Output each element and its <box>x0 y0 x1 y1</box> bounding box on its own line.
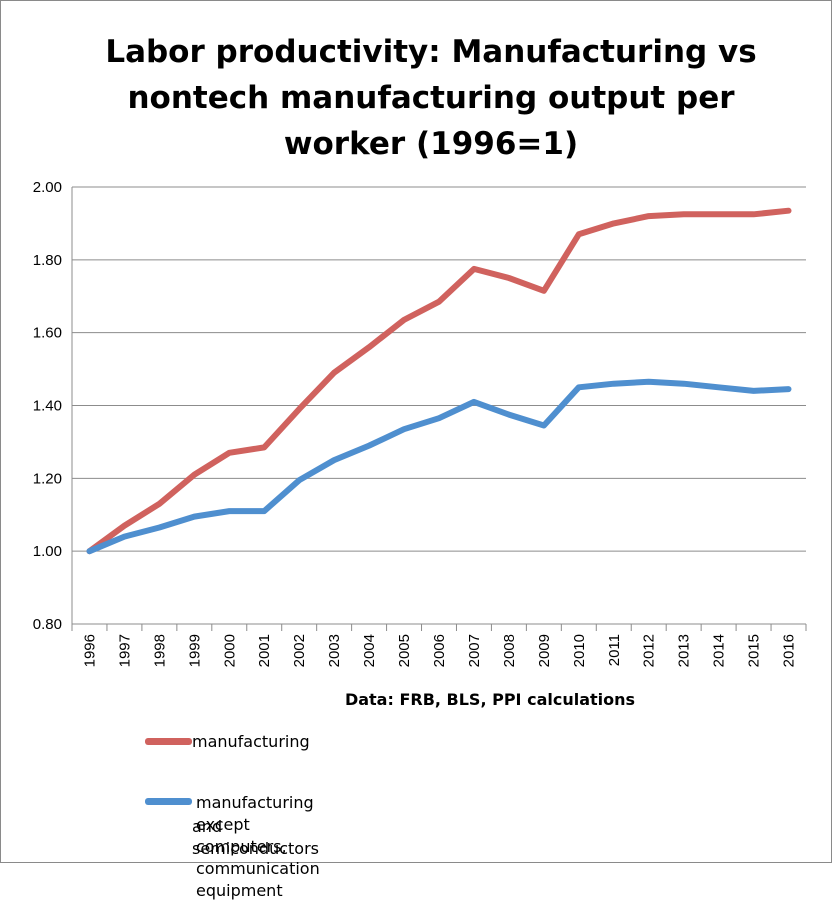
line-chart: 0.80 1.00 1.20 1.40 1.60 1.80 2.00 1996 1997 1998… <box>33 179 807 667</box>
y-tick-label: 1.20 <box>33 470 62 487</box>
series-line-manufacturing <box>86 207 792 555</box>
y-tick-label: 2.00 <box>33 179 62 196</box>
y-tick-label: 1.60 <box>33 325 62 342</box>
x-tick-label: 2007 <box>466 634 483 667</box>
chart-title-line-1: Labor productivity: Manufacturing vs <box>105 34 757 70</box>
x-tick-label: 1998 <box>151 634 168 667</box>
x-tick-label: 2015 <box>746 634 763 667</box>
x-tick-label: 2001 <box>256 634 273 667</box>
x-tick-label: 2006 <box>431 634 448 667</box>
x-tick-label: 2002 <box>291 634 308 667</box>
legend-swatch-manufacturing <box>145 738 192 745</box>
x-tick-label: 2004 <box>361 634 378 667</box>
x-tick-label: 1997 <box>116 634 133 667</box>
series-line-nontech-manufacturing <box>86 378 792 555</box>
x-tick-label: 2012 <box>641 634 658 667</box>
data-source-label: Data: FRB, BLS, PPI calculations <box>344 690 636 709</box>
x-tick-label: 2008 <box>501 634 518 667</box>
y-tick-label: 1.00 <box>33 543 62 560</box>
x-tick-label: 2016 <box>781 634 798 667</box>
x-tick-label: 1996 <box>81 634 98 667</box>
x-tick-label: 2009 <box>536 634 553 667</box>
x-tick-label: 2011 <box>606 634 623 666</box>
y-tick-label: 0.80 <box>33 616 62 633</box>
y-tick-label: 1.40 <box>33 398 62 415</box>
chart-title-line-3: worker (1996=1) <box>283 126 579 162</box>
x-tick-label: 1999 <box>186 634 203 667</box>
x-tick-label: 2005 <box>396 634 413 667</box>
legend-swatch-nontech-manufacturing <box>145 798 192 805</box>
x-tick-label: 2010 <box>571 634 588 667</box>
chart-title: Labor productivity: Manufacturing vs non… <box>41 29 821 167</box>
chart-title-line-2: nontech manufacturing output per <box>127 80 735 116</box>
chart-frame: Labor productivity: Manufacturing vs non… <box>0 0 832 863</box>
x-tick-label: 2000 <box>221 634 238 667</box>
x-tick-label: 2003 <box>326 634 343 667</box>
x-tick-label: 2014 <box>711 634 728 667</box>
legend-label-manufacturing: manufacturing <box>192 732 310 751</box>
legend-label-nontech-line-2: and semiconductors <box>192 817 320 858</box>
x-tick-label: 2013 <box>676 634 693 667</box>
y-tick-label: 1.80 <box>33 252 62 269</box>
